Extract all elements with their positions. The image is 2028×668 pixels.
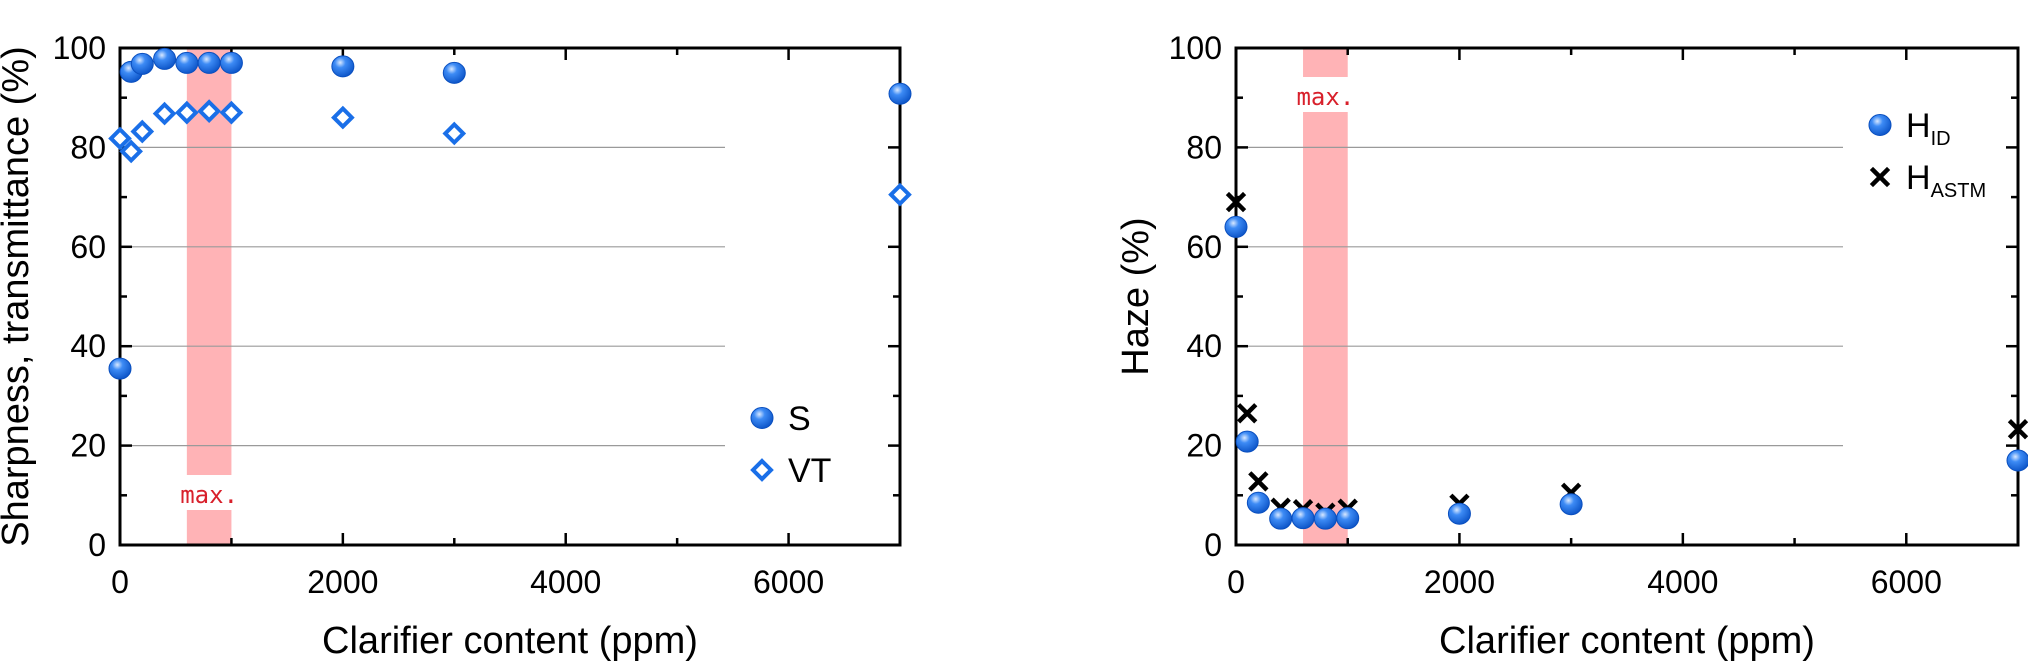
legend-name: S — [788, 400, 811, 438]
y-tick-label: 60 — [70, 229, 106, 265]
y-tick-label: 80 — [1186, 129, 1222, 165]
legend-name: VT — [788, 452, 831, 490]
point-diamond — [175, 100, 199, 125]
x-tick-label: 4000 — [530, 564, 601, 600]
point-circle — [1313, 507, 1337, 530]
y-tick-label: 60 — [1186, 229, 1222, 265]
point-circle — [175, 51, 199, 74]
chart-1: max. 0 20 40 60 80 100 0 2000 4000 6000 Clarifier c… — [0, 30, 912, 662]
point-diamond — [888, 182, 912, 207]
point-diamond — [750, 458, 774, 482]
y-axis-title: Haze (%) — [1115, 217, 1157, 375]
x-tick-label: 4000 — [1647, 564, 1718, 600]
legend-name: H — [1906, 107, 1931, 145]
point-diamond — [442, 121, 467, 146]
series-s — [108, 47, 912, 380]
point-circle — [219, 51, 243, 74]
x-tick-label: 6000 — [753, 564, 824, 600]
legend-label: HID — [1906, 107, 1951, 150]
point-diamond — [331, 105, 355, 130]
point-circle — [1269, 507, 1293, 530]
legend: S VT — [750, 400, 831, 490]
point-circle — [1868, 114, 1892, 136]
legend-subscript: ID — [1931, 128, 1951, 150]
band-rect — [1303, 112, 1348, 545]
x-tick-label: 6000 — [1871, 564, 1942, 600]
point-diamond — [119, 139, 143, 164]
series-hid — [1224, 215, 2028, 530]
point-circle — [1246, 491, 1270, 514]
point-circle — [130, 52, 154, 75]
point-circle — [331, 55, 355, 78]
point-diamond — [108, 126, 132, 151]
point-circle — [1291, 507, 1315, 530]
y-tick-label: 100 — [1169, 30, 1222, 66]
chart-2: max. 0 20 40 60 80 100 0 2000 4000 6000 Clarifier c… — [1115, 30, 2028, 662]
point-x — [1869, 166, 1891, 188]
y-tick-label: 40 — [1186, 328, 1222, 364]
legend-subscript: ASTM — [1931, 180, 1987, 202]
y-tick-label: 100 — [53, 30, 106, 66]
y-tick-label: 0 — [1204, 527, 1222, 563]
point-circle — [197, 51, 221, 74]
x-tick-label: 0 — [1227, 564, 1245, 600]
legend-label: HASTM — [1906, 159, 1986, 202]
point-circle — [1336, 507, 1360, 530]
point-diamond — [219, 100, 244, 125]
point-circle — [1235, 430, 1259, 453]
point-circle — [2006, 449, 2028, 472]
point-x — [2007, 419, 2028, 440]
point-x — [1248, 471, 1269, 492]
band-label: max. — [180, 481, 238, 509]
point-diamond — [152, 101, 177, 126]
point-circle — [750, 407, 774, 429]
point-x — [1225, 191, 1247, 213]
y-axis-title: Sharpness, transmittance (%) — [0, 46, 37, 547]
x-axis-title: Clarifier content (ppm) — [1439, 620, 1815, 662]
band-label: max. — [1296, 83, 1354, 111]
point-circle — [153, 47, 177, 70]
axes-frame — [118, 46, 902, 547]
legend-label: S — [788, 400, 811, 438]
point-circle — [1559, 493, 1583, 516]
x-axis-title: Clarifier content (ppm) — [322, 620, 698, 662]
point-x — [1236, 403, 1258, 424]
point-diamond — [130, 119, 155, 144]
series-vt — [108, 99, 912, 207]
series-hastm — [1225, 191, 2028, 523]
point-circle — [442, 61, 466, 84]
x-tick-label: 0 — [111, 564, 129, 600]
y-tick-label: 0 — [88, 527, 106, 563]
band-rect — [186, 510, 232, 545]
legend-label: VT — [788, 452, 831, 490]
point-circle — [888, 82, 912, 105]
y-tick-label: 20 — [70, 428, 106, 464]
x-tick-label: 2000 — [307, 564, 378, 600]
legend-name: H — [1906, 159, 1931, 197]
axes-frame — [1234, 46, 2020, 547]
y-tick-label: 20 — [1186, 428, 1222, 464]
x-tick-label: 2000 — [1424, 564, 1495, 600]
point-circle — [108, 357, 132, 380]
point-circle — [1224, 215, 1248, 238]
point-circle — [1447, 502, 1471, 525]
y-tick-label: 40 — [70, 328, 106, 364]
band-rect — [1303, 48, 1348, 77]
y-tick-label: 80 — [70, 129, 106, 165]
point-diamond — [197, 99, 221, 123]
